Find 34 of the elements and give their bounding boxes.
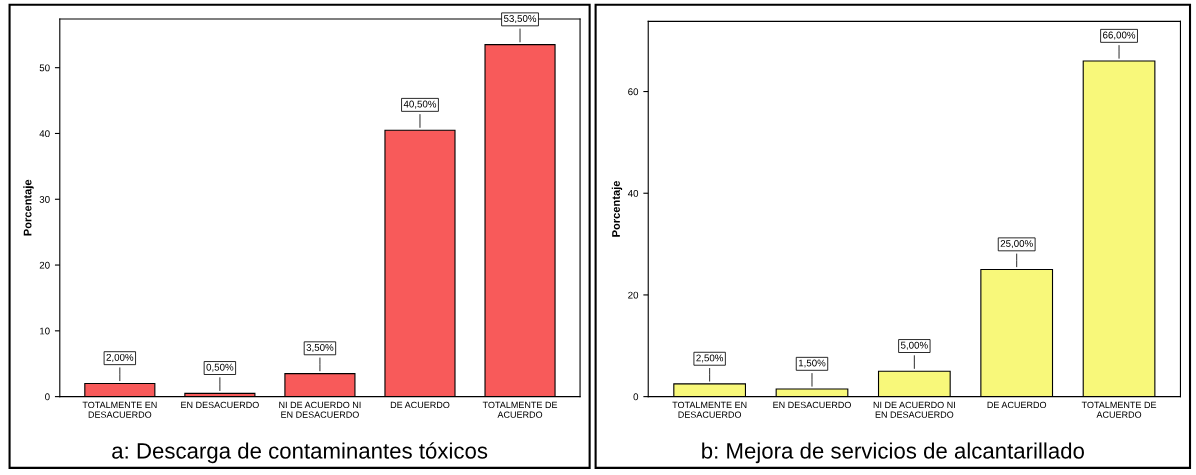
y-tick-label: 20 — [39, 261, 50, 269]
x-tick-label: TOTALMENTE EN DESACUERDO — [672, 401, 747, 418]
data-label: 1,50% — [798, 359, 826, 368]
y-axis-title: Porcentaje — [23, 179, 34, 236]
y-tick-label: 20 — [628, 291, 639, 299]
x-tick-label: NI DE ACUERDO NI EN DESACUERDO — [279, 401, 361, 418]
data-label: 2,50% — [696, 354, 724, 363]
y-axis-title: Porcentaje — [611, 180, 623, 237]
y-tick-label: 30 — [39, 195, 50, 203]
data-label: 5,00% — [900, 341, 928, 350]
x-tick-label: TOTALMENTE DE ACUERDO — [482, 401, 558, 418]
data-label: 25,00% — [1000, 240, 1033, 249]
y-tick-label: 10 — [40, 327, 50, 335]
y-tick-label: 0 — [633, 393, 639, 401]
x-tick-label: EN DESACUERDO — [181, 401, 259, 409]
data-label: 0,50% — [206, 363, 234, 372]
data-label: 66,00% — [1103, 31, 1136, 40]
y-tick-label: 60 — [628, 88, 639, 96]
y-tick-label: 40 — [39, 130, 50, 138]
x-tick-label: NI DE ACUERDO NI EN DESACUERDO — [873, 401, 955, 418]
y-tick-label: 0 — [45, 393, 50, 401]
text: a: Descarga de contaminantes tóxicos — [112, 442, 488, 464]
text: b: Mejora de servicios de alcantarillado — [702, 442, 1084, 464]
data-label: 2,00% — [106, 353, 134, 362]
y-tick-label: 40 — [627, 189, 639, 197]
data-label: 40,50% — [403, 100, 437, 109]
x-tick-label: DE ACUERDO — [390, 401, 450, 409]
y-tick-label: 50 — [39, 64, 50, 72]
x-tick-label: DE ACUERDO — [987, 401, 1047, 409]
x-tick-label: EN DESACUERDO — [773, 401, 851, 409]
x-tick-label: TOTALMENTE DE ACUERDO — [1081, 401, 1157, 418]
x-tick-label: TOTALMENTE EN DESACUERDO — [82, 401, 157, 418]
data-label: 53,50% — [503, 15, 537, 24]
data-label: 3,50% — [306, 344, 334, 353]
